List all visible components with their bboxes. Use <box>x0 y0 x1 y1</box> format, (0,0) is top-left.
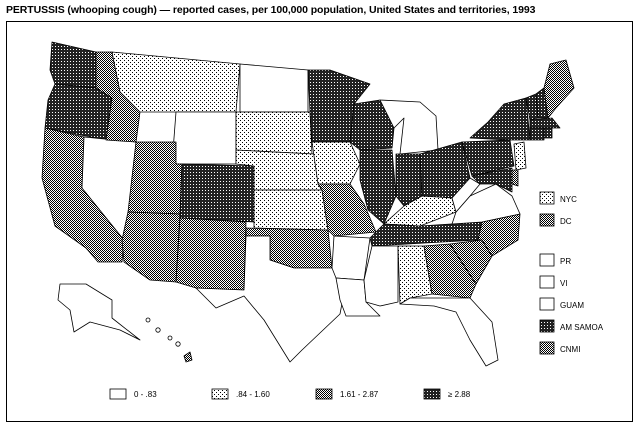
map-frame <box>6 21 633 422</box>
legend-label: ≥ 2.88 <box>448 390 471 399</box>
territory-swatch <box>539 275 555 289</box>
state-CT <box>529 127 545 141</box>
state-HI <box>183 351 193 363</box>
territory-swatch <box>539 297 555 311</box>
state-NJ <box>513 141 527 171</box>
state-KY <box>383 195 457 227</box>
legend-swatch <box>315 388 333 400</box>
state-MI <box>379 99 439 155</box>
state-NM <box>175 217 247 291</box>
state-AL <box>397 245 433 305</box>
legend-swatch <box>211 388 229 400</box>
territory-swatch <box>539 191 555 205</box>
state-PA <box>461 139 515 177</box>
territory-label: DC <box>560 217 572 226</box>
state-MA <box>529 117 561 129</box>
territory-swatch <box>539 213 555 227</box>
territory-legend: NYC DC PR VI GUAM AM SAMOA CNMI <box>539 191 604 355</box>
hawaii-islands <box>145 317 181 347</box>
territory-swatch <box>539 319 555 333</box>
state-WV <box>451 177 481 213</box>
state-SD <box>235 111 313 155</box>
state-CO <box>179 163 255 223</box>
territory-label: VI <box>560 279 568 288</box>
state-AK <box>57 283 141 341</box>
state-NY <box>469 97 531 141</box>
state-MO <box>317 183 377 237</box>
territory-swatch <box>539 341 555 355</box>
state-WA <box>49 41 97 89</box>
territory-label: AM SAMOA <box>560 323 604 332</box>
legend-label: .84 - 1.60 <box>236 390 270 399</box>
state-MS <box>363 245 399 307</box>
state-GA <box>423 243 477 299</box>
legend-label: 1.61 - 2.87 <box>340 390 379 399</box>
map-title: PERTUSSIS (whooping cough) — reported ca… <box>6 4 536 16</box>
state-TX <box>195 235 347 363</box>
state-MD <box>471 167 513 193</box>
state-MT <box>111 51 241 113</box>
territory-label: PR <box>560 257 571 266</box>
state-RI <box>543 127 553 139</box>
state-ND <box>239 63 309 113</box>
territory-label: CNMI <box>560 345 580 354</box>
state-UT <box>127 141 183 215</box>
state-AZ <box>121 211 181 283</box>
state-KS <box>253 189 329 231</box>
territory-label: NYC <box>560 195 577 204</box>
legend-swatch <box>423 388 441 400</box>
state-IA <box>311 141 361 185</box>
state-VA <box>451 183 521 225</box>
map-legend: 0 - .83 .84 - 1.60 1.61 - 2.87 ≥ 2.88 <box>109 388 471 400</box>
territory-swatch <box>539 253 555 267</box>
state-AR <box>331 235 371 281</box>
legend-swatch <box>109 388 127 400</box>
legend-label: 0 - .83 <box>134 390 157 399</box>
state-FL <box>399 297 499 367</box>
state-ME <box>543 59 575 119</box>
state-WY <box>171 111 237 165</box>
territory-label: GUAM <box>560 301 584 310</box>
